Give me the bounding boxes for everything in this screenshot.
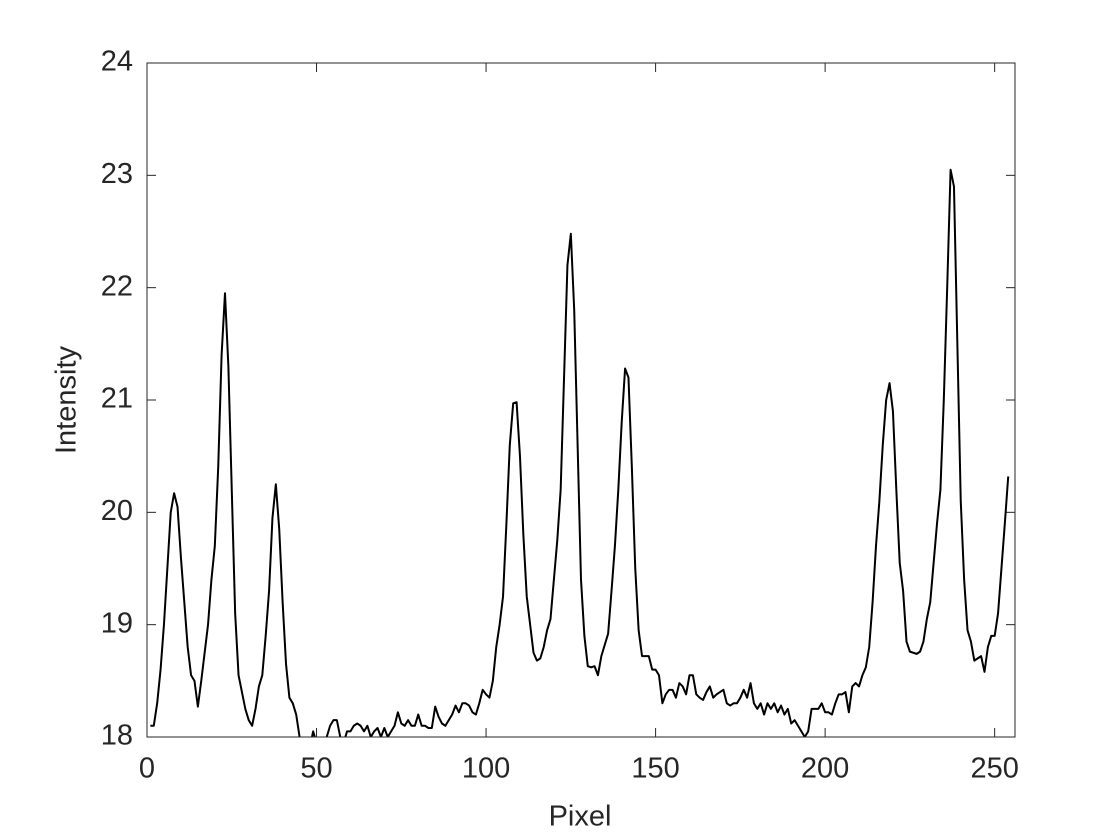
x-tick-label: 50: [300, 753, 332, 785]
x-tick-label: 250: [970, 753, 1018, 785]
x-tick-label: 150: [631, 753, 679, 785]
x-tick-label: 100: [462, 753, 510, 785]
y-tick-label: 24: [101, 46, 133, 78]
y-axis-label: Intensity: [51, 346, 83, 454]
x-axis-label: Pixel: [549, 801, 612, 833]
y-tick-label: 18: [101, 720, 133, 752]
y-tick-label: 19: [101, 607, 133, 639]
y-tick-label: 21: [101, 383, 133, 415]
y-tick-label: 20: [101, 495, 133, 527]
x-tick-label: 200: [801, 753, 849, 785]
y-tick-label: 23: [101, 158, 133, 190]
axes-box: [146, 62, 1016, 738]
x-tick-label: 0: [139, 753, 155, 785]
y-tick-label: 22: [101, 270, 133, 302]
line-series: [150, 168, 1010, 737]
